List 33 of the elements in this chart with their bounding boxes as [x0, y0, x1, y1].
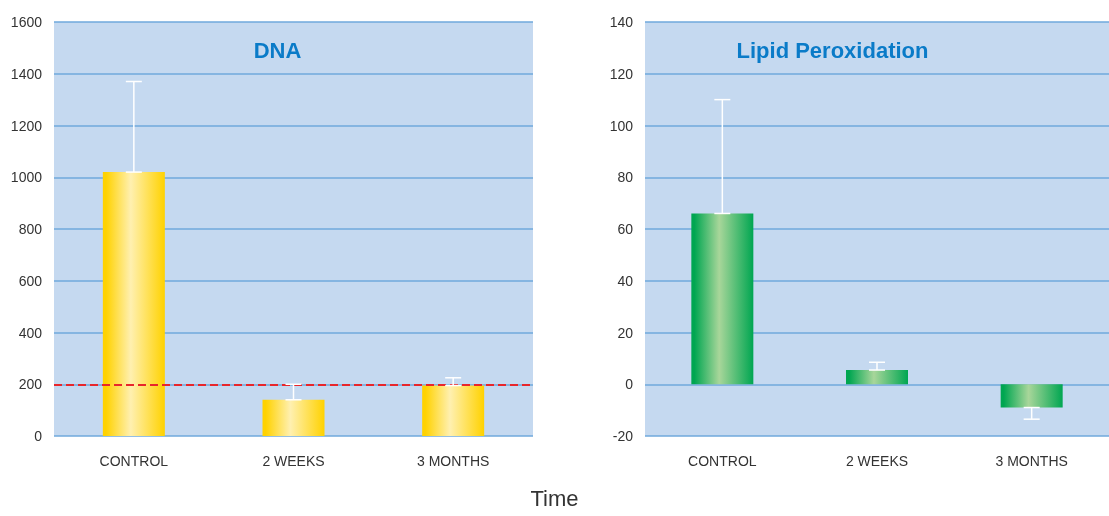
y-tick-label: 800 — [18, 221, 43, 237]
x-tick-label: 2 WEEKS — [845, 453, 908, 469]
x-tick-label: 3 MONTHS — [416, 453, 490, 469]
y-tick-label: 0 — [34, 428, 43, 444]
y-tick-label: 1400 — [10, 65, 43, 82]
bar — [845, 370, 908, 385]
bar — [690, 213, 753, 385]
y-tick-label: 40 — [616, 272, 633, 289]
y-tick-label: 400 — [18, 324, 43, 341]
y-tick-label: 1200 — [10, 117, 43, 134]
y-tick-label: 1000 — [10, 169, 43, 186]
bar — [262, 399, 325, 436]
y-tick-label: 120 — [609, 65, 633, 82]
y-tick-label: 60 — [616, 221, 633, 237]
y-tick-label: 80 — [616, 169, 633, 186]
y-tick-label: -20 — [612, 428, 633, 444]
y-tick-label: 1600 — [10, 14, 43, 30]
y-tick-label: 140 — [609, 14, 633, 30]
bar — [102, 172, 165, 436]
bar — [422, 385, 485, 436]
text: DNA — [253, 37, 302, 63]
y-tick-label: 20 — [616, 324, 633, 341]
x-tick-label: 2 WEEKS — [262, 453, 325, 469]
x-tick-label: CONTROL — [99, 453, 169, 469]
y-tick-label: 200 — [18, 376, 43, 393]
x-axis-title: Time — [529, 486, 580, 512]
y-tick-label: 0 — [624, 376, 633, 393]
x-tick-label: 3 MONTHS — [994, 453, 1068, 469]
x-tick-label: CONTROL — [687, 453, 757, 469]
bar — [1000, 384, 1063, 408]
y-tick-label: 600 — [18, 272, 43, 289]
text: Lipid Peroxidation — [736, 37, 928, 63]
y-tick-label: 100 — [609, 117, 633, 134]
